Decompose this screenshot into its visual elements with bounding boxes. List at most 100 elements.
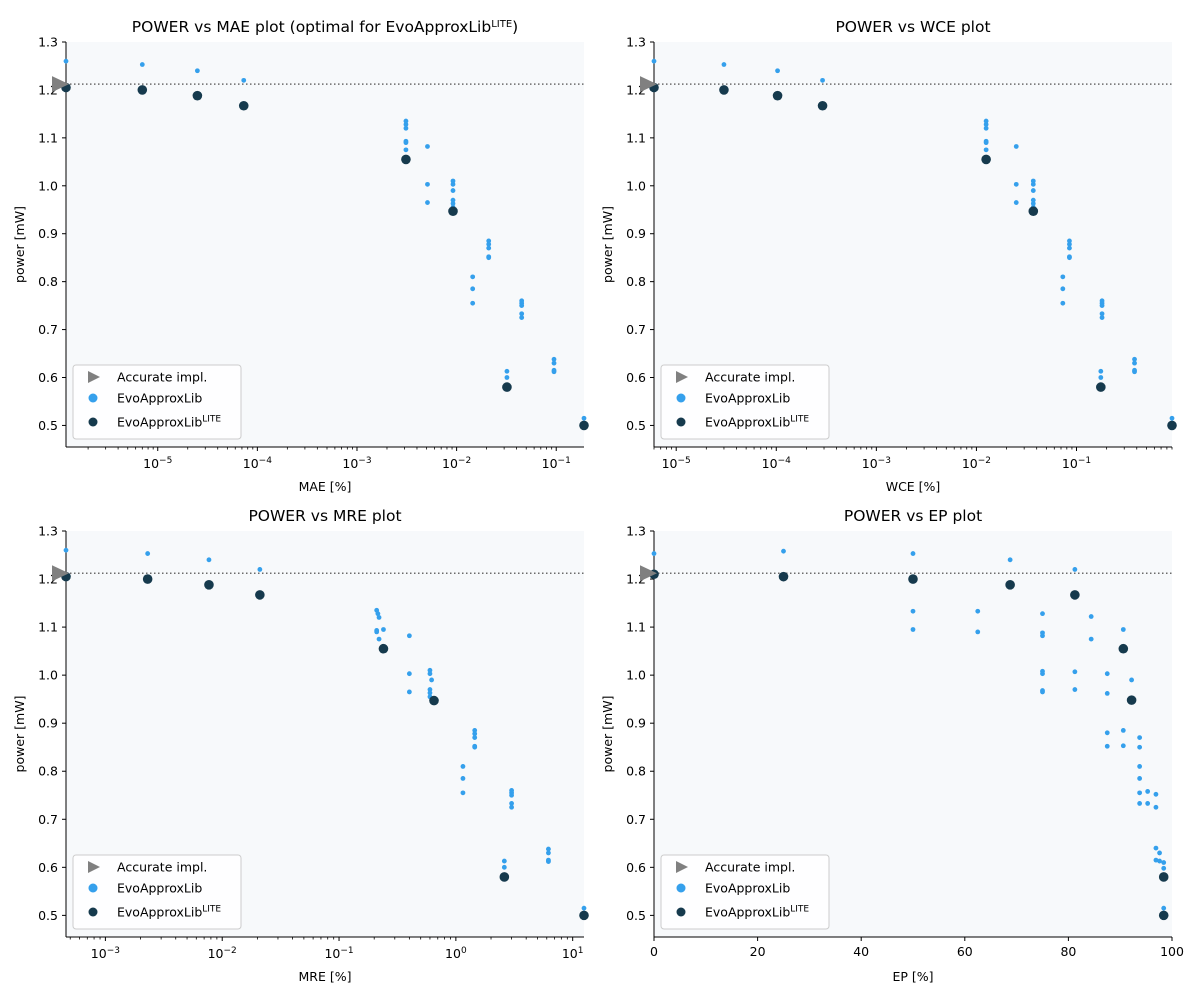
x-tick-label: 10−2 <box>962 456 991 471</box>
evoapproxlib-point <box>1137 735 1143 741</box>
evoapproxlib-lite-point <box>579 910 589 921</box>
legend-evoapproxlib-lite-label: EvoApproxLibLITE <box>705 415 809 430</box>
legend-evoapproxlib-label: EvoApproxLib <box>705 391 790 406</box>
y-tick-label: 0.7 <box>626 322 646 337</box>
evoapproxlib-point <box>509 804 514 810</box>
evoapproxlib-point <box>775 68 780 74</box>
x-tick-label-base: 10 <box>91 946 107 961</box>
evoapproxlib-point <box>486 245 492 251</box>
legend-box <box>660 854 830 930</box>
evoapproxlib-point <box>1030 178 1036 184</box>
evoapproxlib-point <box>1137 776 1143 781</box>
evoapproxlib-point <box>1099 303 1105 309</box>
y-tick-label: 1.3 <box>626 35 646 50</box>
evoapproxlib-point <box>1145 801 1151 806</box>
legend-accurate-marker <box>676 861 688 873</box>
evoapproxlib-point <box>1104 671 1110 677</box>
evoapproxlib-lite-point <box>499 872 510 882</box>
x-tick-label-exp: 0 <box>461 946 467 956</box>
evoapproxlib-point <box>194 68 200 74</box>
legend-accurate-label: Accurate impl. <box>117 860 207 875</box>
y-axis-label: power [mW] <box>600 696 615 773</box>
evoapproxlib-point <box>1153 791 1159 797</box>
evoapproxlib-point <box>381 627 386 632</box>
x-tick-label: 10−1 <box>542 456 571 471</box>
y-tick-label: 0.6 <box>626 370 646 385</box>
evoapproxlib-point <box>425 181 430 187</box>
legend-evoapproxlib-marker <box>88 883 98 893</box>
evoapproxlib-lite-point <box>908 574 918 584</box>
evoapproxlib-point <box>1030 181 1036 187</box>
evoapproxlib-point <box>1072 567 1078 572</box>
legend-evoapproxlib-marker <box>676 393 686 403</box>
x-axis-label: MRE [%] <box>299 969 352 984</box>
evoapproxlib-point <box>983 122 989 127</box>
x-tick-label-exp: −3 <box>878 456 891 466</box>
accurate-impl-marker <box>52 565 69 582</box>
evoapproxlib-point <box>1013 144 1019 149</box>
evoapproxlib-point <box>983 118 989 124</box>
x-tick-label: 100 <box>445 946 467 961</box>
legend-evoapproxlib-lite-marker <box>676 417 686 427</box>
legend-lite-base: EvoApproxLib <box>705 415 790 430</box>
evoapproxlib-point <box>1007 557 1013 563</box>
evoapproxlib-lite-point <box>719 85 729 95</box>
accurate-impl-marker <box>640 76 657 93</box>
y-tick-label: 1.0 <box>38 178 58 193</box>
evoapproxlib-lite-point <box>448 206 458 216</box>
evoapproxlib-point <box>1099 311 1105 317</box>
evoapproxlib-point <box>139 62 145 67</box>
evoapproxlib-point <box>551 356 557 362</box>
chart-title-text: POWER vs EP plot <box>844 507 982 525</box>
x-tick-label-exp: −2 <box>458 456 471 466</box>
y-tick-label: 1.1 <box>38 130 58 145</box>
chart-title: POWER vs MRE plot <box>248 507 401 525</box>
chart-panel-1: POWER vs MAE plot (optimal for EvoApprox… <box>12 18 589 494</box>
evoapproxlib-point <box>1013 200 1019 205</box>
legend-lite-base: EvoApproxLib <box>705 905 790 920</box>
evoapproxlib-point <box>1072 669 1078 675</box>
evoapproxlib-lite-point <box>981 154 991 165</box>
evoapproxlib-point <box>651 551 657 556</box>
evoapproxlib-point <box>406 633 412 639</box>
legend-lite-sup: LITE <box>790 415 809 425</box>
evoapproxlib-point <box>581 905 587 911</box>
x-tick-label-exp: −5 <box>678 456 691 466</box>
x-tick-label-exp: −2 <box>224 946 237 956</box>
evoapproxlib-lite-point <box>579 420 589 431</box>
y-tick-label: 0.7 <box>38 812 58 827</box>
evoapproxlib-point <box>406 689 412 695</box>
legend-lite-base: EvoApproxLib <box>117 415 202 430</box>
evoapproxlib-point <box>460 776 466 781</box>
x-axis-label: MAE [%] <box>299 479 352 494</box>
chart-title-text: POWER vs MRE plot <box>248 507 401 525</box>
evoapproxlib-point <box>403 125 409 131</box>
y-tick-label: 0.8 <box>626 764 646 779</box>
evoapproxlib-point <box>1088 614 1094 619</box>
evoapproxlib-point <box>1132 356 1137 362</box>
evoapproxlib-point <box>504 375 510 380</box>
evoapproxlib-point <box>450 181 456 187</box>
evoapproxlib-point <box>403 118 409 124</box>
x-tick-label-base: 10 <box>243 456 259 471</box>
chart-title-suffix: ) <box>512 18 518 36</box>
x-tick-label: 60 <box>957 944 973 959</box>
evoapproxlib-point <box>1098 375 1104 380</box>
x-tick-label-base: 10 <box>662 456 678 471</box>
x-tick-label-base: 10 <box>542 456 558 471</box>
evoapproxlib-point <box>551 369 557 375</box>
evoapproxlib-point <box>1137 764 1143 769</box>
evoapproxlib-point <box>519 303 525 309</box>
evoapproxlib-point <box>1132 360 1137 366</box>
y-axis-label: power [mW] <box>12 206 27 283</box>
evoapproxlib-point <box>501 864 507 870</box>
legend-evoapproxlib-label: EvoApproxLib <box>117 391 202 406</box>
evoapproxlib-point <box>450 178 456 184</box>
evoapproxlib-lite-point <box>1158 910 1169 921</box>
evoapproxlib-point <box>1013 181 1019 187</box>
evoapproxlib-point <box>206 557 212 563</box>
evoapproxlib-point <box>1067 241 1072 247</box>
evoapproxlib-point <box>486 255 492 261</box>
y-tick-label: 1.0 <box>38 668 58 683</box>
chart-title: POWER vs WCE plot <box>835 18 990 36</box>
